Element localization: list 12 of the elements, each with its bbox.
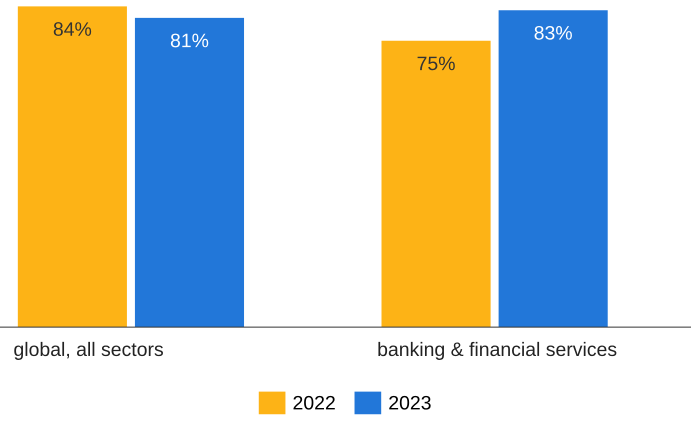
x-tick-label: banking & financial services [378, 342, 616, 360]
bar [134, 18, 244, 328]
bar [18, 6, 127, 328]
data-label: 75% [418, 56, 455, 70]
bar [382, 40, 491, 328]
data-label: 81% [170, 34, 208, 48]
legend-label: 2023 [389, 396, 431, 410]
bar [498, 10, 608, 328]
x-tick-label: global, all sectors [14, 342, 163, 360]
data-label: 84% [54, 22, 92, 36]
data-label: 83% [534, 26, 572, 40]
legend-label: 2022 [294, 396, 335, 410]
